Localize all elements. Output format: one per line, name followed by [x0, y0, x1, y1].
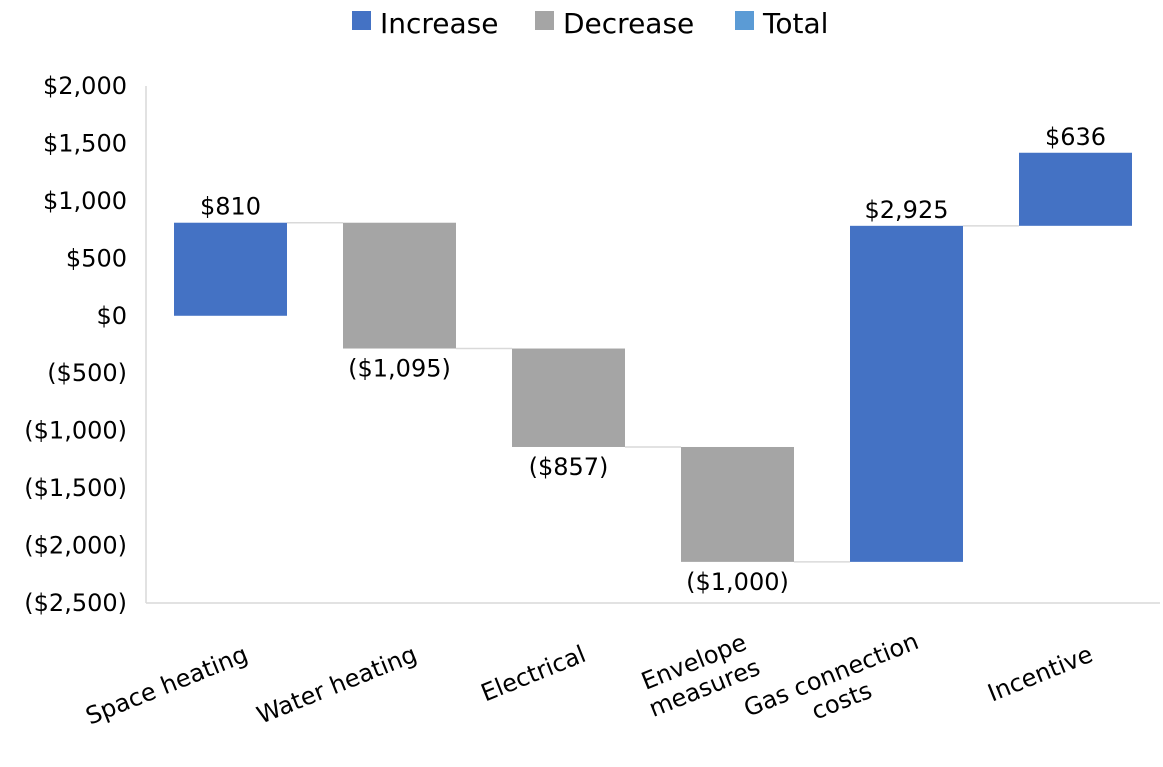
- connectors: [287, 221, 1019, 563]
- y-tick-label: ($2,000): [24, 532, 127, 560]
- legend-label-increase: Increase: [380, 7, 499, 40]
- category-label-1: Water heating: [253, 640, 421, 730]
- bar-1: [343, 222, 456, 349]
- bar-4: [850, 225, 963, 562]
- category-label-line: Incentive: [984, 640, 1097, 707]
- bar-3: [681, 446, 794, 562]
- x-axis: Space heating Water heating Electrical Enve…: [82, 602, 1160, 730]
- category-label-0: Space heating: [82, 640, 252, 730]
- legend-label-total: Total: [762, 7, 828, 40]
- data-label-4: $2,925: [865, 196, 949, 224]
- category-label-line: Electrical: [477, 640, 590, 707]
- legend-swatch-increase: [352, 11, 371, 30]
- legend: Increase Decrease Total: [352, 7, 828, 40]
- legend-swatch-decrease: [535, 11, 554, 30]
- y-tick-label: ($1,500): [24, 474, 127, 502]
- y-tick-label: $1,500: [43, 129, 127, 157]
- legend-label-decrease: Decrease: [563, 7, 694, 40]
- bar-0: [174, 222, 287, 316]
- y-tick-label: ($2,500): [24, 589, 127, 617]
- category-label-5: Incentive: [984, 640, 1097, 707]
- category-label-line: Space heating: [82, 640, 252, 730]
- y-tick-label: ($500): [47, 359, 127, 387]
- y-axis: ($2,500) ($2,000) ($1,500) ($1,000) ($500) $0…: [24, 72, 147, 617]
- y-tick-label: $0: [96, 302, 127, 330]
- y-tick-label: $1,000: [43, 187, 127, 215]
- data-label-5: $636: [1045, 123, 1106, 151]
- data-label-3: ($1,000): [686, 568, 789, 596]
- data-label-2: ($857): [529, 453, 609, 481]
- y-tick-label: $500: [66, 244, 127, 272]
- bars: [174, 152, 1132, 562]
- bar-5: [1019, 152, 1132, 226]
- data-labels: $810 ($1,095) ($857) ($1,000) $2,925 $636: [200, 123, 1106, 596]
- y-tick-label: ($1,000): [24, 417, 127, 445]
- category-label-2: Electrical: [477, 640, 590, 707]
- y-tick-label: $2,000: [43, 72, 127, 100]
- legend-swatch-total: [735, 11, 754, 30]
- bar-2: [512, 348, 625, 447]
- data-label-1: ($1,095): [348, 355, 451, 383]
- category-label-line: Water heating: [253, 640, 421, 730]
- data-label-0: $810: [200, 193, 261, 221]
